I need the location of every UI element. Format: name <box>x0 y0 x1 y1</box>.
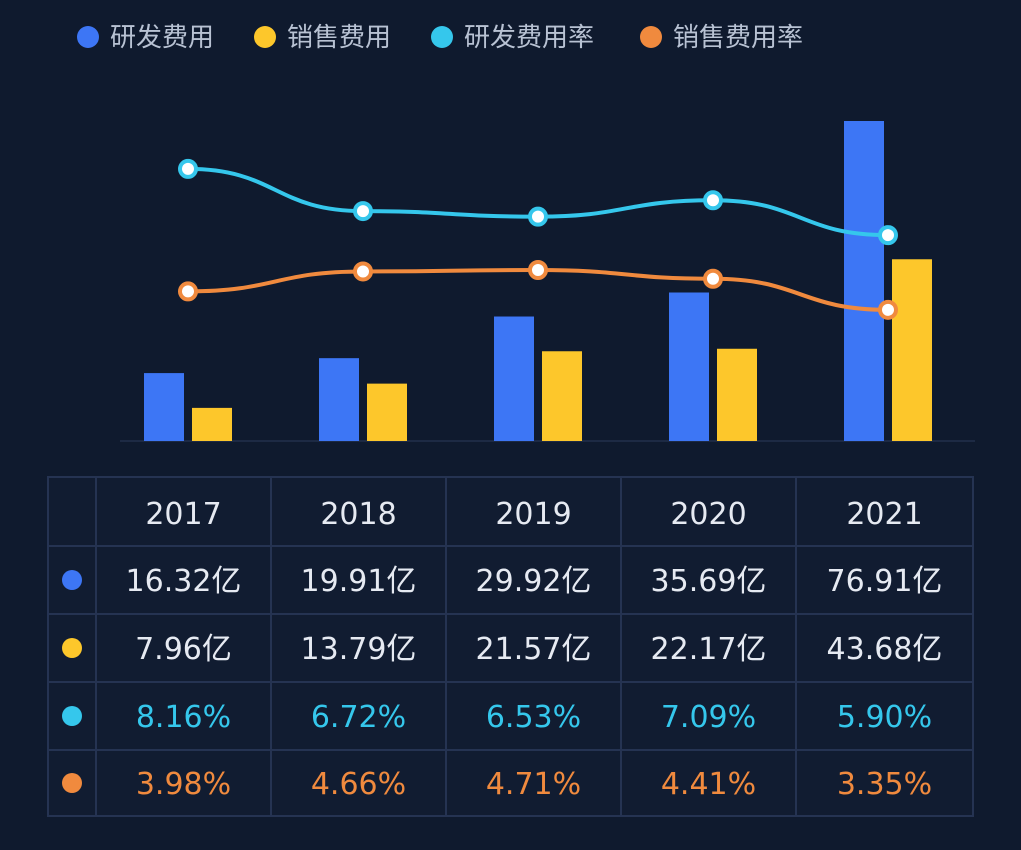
table-cell-sales-rate-2020: 4.41% <box>661 767 756 802</box>
table-year-2018: 2018 <box>320 497 396 532</box>
plot-area <box>120 121 975 442</box>
bar-sales-expense-2017 <box>192 407 232 441</box>
table-cell-rd-expense-2021: 76.91亿 <box>827 564 943 599</box>
point-rd-rate-2021 <box>878 225 898 246</box>
table-cell-sales-rate-2021: 3.35% <box>837 767 932 802</box>
table-cell-sales-rate-2019: 4.71% <box>486 767 581 802</box>
legend-marker-rd-expense <box>77 26 99 48</box>
table-cell-rd-expense-2018: 19.91亿 <box>301 564 417 599</box>
table-marker-rd-expense <box>62 570 82 590</box>
bar-rd-expense-2019 <box>494 316 534 441</box>
table-cell-rd-rate-2017: 8.16% <box>136 700 231 735</box>
table-year-2020: 2020 <box>670 497 746 532</box>
table-cell-rd-rate-2021: 5.90% <box>837 700 932 735</box>
legend-marker-sales-rate <box>640 26 662 48</box>
table-cell-rd-rate-2020: 7.09% <box>661 700 756 735</box>
table-cell-rd-rate-2018: 6.72% <box>311 700 406 735</box>
legend: 研发费用 销售费用 研发费用率 销售费用率 <box>77 23 803 53</box>
table-cell-sales-rate-2017: 3.98% <box>136 767 231 802</box>
bar-sales-expense-2019 <box>542 351 582 441</box>
bar-sales-expense-2020 <box>717 348 757 441</box>
table-cell-rd-expense-2017: 16.32亿 <box>126 564 242 599</box>
table-cell-sales-expense-2017: 7.96亿 <box>135 632 232 667</box>
bar-sales-expense-2021 <box>892 259 932 441</box>
point-rd-rate-2017 <box>178 158 198 179</box>
point-sales-rate-2017 <box>178 281 198 302</box>
table-cell-rd-expense-2020: 35.69亿 <box>651 564 767 599</box>
table-marker-rd-rate <box>62 706 82 726</box>
legend-label-sales-rate: 销售费用率 <box>673 23 803 53</box>
bar-rd-expense-2021 <box>844 121 884 441</box>
legend-label-rd-rate: 研发费用率 <box>464 23 594 53</box>
table-cell-sales-rate-2018: 4.66% <box>311 767 406 802</box>
point-rd-rate-2018 <box>353 201 373 222</box>
point-rd-rate-2019 <box>528 206 548 227</box>
bar-rd-expense-2017 <box>144 373 184 441</box>
bar-rd-expense-2018 <box>319 358 359 441</box>
legend-marker-sales-expense <box>254 26 276 48</box>
table-year-2021: 2021 <box>846 497 922 532</box>
data-table: 2017 2018 2019 2020 2021 16.32亿 19.91亿 29.92亿 35… <box>47 476 974 817</box>
point-sales-rate-2020 <box>703 268 723 289</box>
table-marker-sales-rate <box>62 773 82 793</box>
bar-sales-expense-2018 <box>367 383 407 441</box>
table-year-2017: 2017 <box>145 497 221 532</box>
legend-marker-rd-rate <box>431 26 453 48</box>
table-cell-rd-expense-2019: 29.92亿 <box>476 564 592 599</box>
table-cell-sales-expense-2021: 43.68亿 <box>827 632 943 667</box>
legend-label-sales-expense: 销售费用 <box>287 23 391 53</box>
table-cell-sales-expense-2019: 21.57亿 <box>476 632 592 667</box>
table-year-2019: 2019 <box>495 497 571 532</box>
table-cell-sales-expense-2018: 13.79亿 <box>301 632 417 667</box>
legend-label-rd-expense: 研发费用 <box>110 23 214 53</box>
point-sales-rate-2018 <box>353 261 373 282</box>
point-sales-rate-2019 <box>528 259 548 280</box>
bar-rd-expense-2020 <box>669 292 709 441</box>
point-sales-rate-2021 <box>878 299 898 320</box>
table-cell-sales-expense-2020: 22.17亿 <box>651 632 767 667</box>
point-rd-rate-2020 <box>703 190 723 211</box>
table-cell-rd-rate-2019: 6.53% <box>486 700 581 735</box>
table-frame <box>47 476 974 817</box>
table-marker-sales-expense <box>62 638 82 658</box>
